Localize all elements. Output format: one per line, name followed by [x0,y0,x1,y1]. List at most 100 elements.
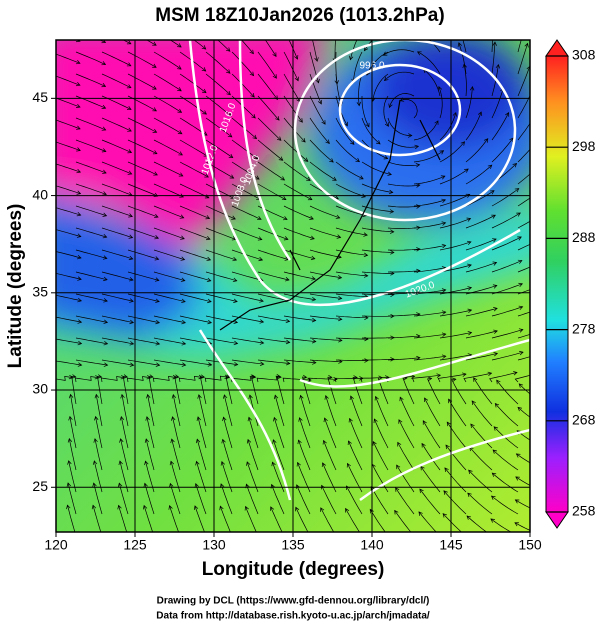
isobar [338,63,462,157]
streamline [127,249,159,260]
streamline-arrow [554,23,557,27]
streamline-arrow [441,243,447,249]
streamline [413,244,446,251]
streamline-arrow [518,383,524,388]
streamline-arrow [383,76,389,81]
streamline-arrow [228,153,234,158]
streamline [75,73,106,87]
streamline-arrow [177,130,183,135]
streamline-arrow [298,118,303,123]
streamline-arrow [194,483,199,488]
streamline [231,271,263,281]
streamline-arrow [457,42,462,47]
isobar [198,329,530,501]
streamline [517,43,528,75]
streamline-arrow [251,374,257,380]
streamline-arrow [322,439,327,445]
streamline [256,375,281,383]
streamline-arrow [102,255,108,260]
streamline [420,466,441,493]
streamline-arrow [329,158,334,163]
streamline [491,236,522,251]
streamline [127,227,159,239]
streamline-arrow [495,63,501,69]
streamline-arrow [196,416,201,421]
colorbar-extend-top [545,39,569,57]
streamline-arrow [517,406,523,412]
streamline-arrow [283,216,288,221]
streamline-arrow [154,235,160,240]
streamline-arrow [154,277,160,282]
streamline [324,417,337,449]
streamline-arrow [492,0,496,2]
streamline [360,376,389,383]
streamline [179,271,211,282]
streamline [387,248,421,251]
streamline [42,505,50,536]
streamline [465,238,497,251]
streamline [422,420,441,449]
streamline [465,353,498,361]
streamline [463,372,492,383]
streamline-arrow [251,114,256,119]
y-axis-label: Latitude (degrees) [5,204,26,369]
streamline-arrow [399,396,404,402]
streamline-arrow [323,417,328,423]
streamline [75,337,108,345]
streamline [56,97,81,108]
streamline [463,64,467,97]
streamline [56,163,81,173]
streamline [467,492,493,515]
streamline-arrow [222,416,227,422]
streamline-arrow [233,298,238,303]
streamline-arrow [174,374,180,379]
streamline-arrow [467,492,472,498]
streamline-arrow [272,52,277,58]
streamline [205,73,231,96]
streamline [309,337,342,341]
streamline-arrow [445,444,450,450]
streamline [469,446,493,471]
streamline-arrow [206,256,212,262]
streamline [400,99,418,119]
streamline [231,249,263,261]
isobar [238,40,292,261]
streamline-arrow [390,250,395,255]
streamline [516,430,530,441]
streamline [388,270,421,273]
streamline-arrow [149,374,154,379]
streamline-arrow [298,417,303,422]
streamline-arrow [569,258,573,261]
streamline-arrow [441,310,447,315]
streamline [491,212,521,229]
streamline [44,439,50,470]
streamline [309,293,342,299]
streamline [383,27,414,31]
streamline-arrow [345,507,350,513]
streamline [465,111,482,141]
streamline [169,40,182,48]
streamline-arrow [285,277,290,282]
streamline [179,73,207,93]
streamline [67,505,76,532]
streamline-arrow [373,418,378,424]
streamline [101,315,134,323]
streamline [298,439,311,471]
streamline-arrow [516,212,521,217]
streamline-arrow [169,482,174,488]
streamline [75,51,106,65]
streamline [466,515,488,532]
streamline [309,359,343,363]
streamline [491,40,493,53]
streamline [377,377,389,405]
streamline [153,205,184,219]
streamline [172,394,181,427]
streamline [172,416,181,449]
streamline-arrow [271,461,276,467]
streamline-arrow [493,351,499,357]
streamline-arrow [442,513,447,518]
streamline [418,511,437,532]
streamline-arrow [416,268,421,274]
streamline-arrow [467,286,473,291]
streamline [127,315,160,324]
